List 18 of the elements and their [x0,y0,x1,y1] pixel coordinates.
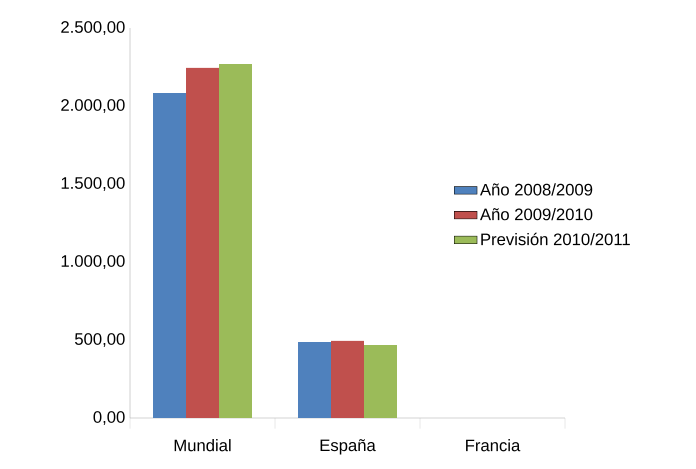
y-tick-label: 0,00 [94,411,125,425]
bar [298,342,331,418]
y-tick-label: 500,00 [74,333,125,347]
y-tick-label: 1.500,00 [62,177,125,191]
y-tick-label: 2.000,00 [61,99,125,113]
legend-label: Año 2008/2009 [480,183,592,196]
bar [364,344,398,418]
legend-label: Previsión 2010/2011 [481,232,630,246]
bar [153,93,186,418]
y-tick-label: 2.500,00 [61,21,125,35]
bar [331,340,364,418]
x-tick-label: Francia [466,439,520,452]
x-tick-label: España [320,439,376,454]
bar [219,64,252,418]
x-tick-label: Mundial [174,439,231,452]
bar [186,68,219,418]
y-tick-label: 1.000,00 [62,255,125,269]
legend-label: Año 2009/2010 [480,208,592,220]
